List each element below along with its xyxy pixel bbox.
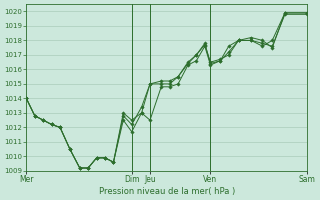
X-axis label: Pression niveau de la mer( hPa ): Pression niveau de la mer( hPa ): [99, 187, 235, 196]
